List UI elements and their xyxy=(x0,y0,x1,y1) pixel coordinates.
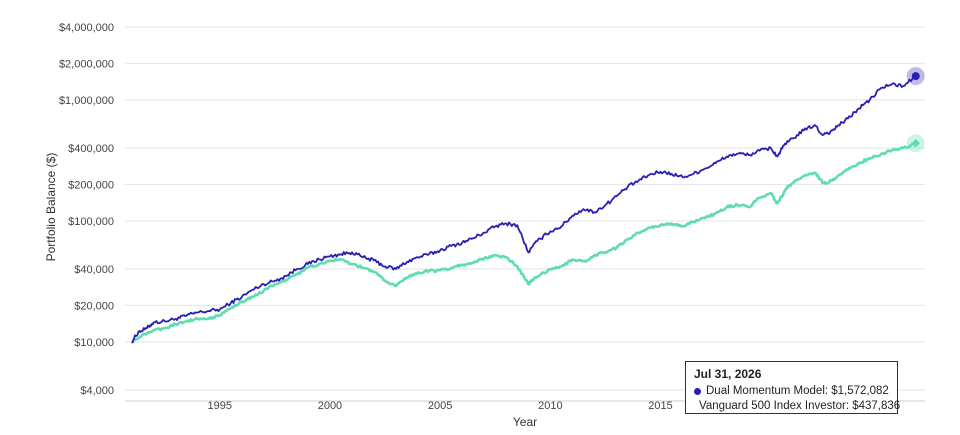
x-axis-label: Year xyxy=(513,415,537,429)
tooltip-row-dual-momentum: Dual Momentum Model: $1,572,082 xyxy=(694,384,889,399)
y-axis-label: Portfolio Balance ($) xyxy=(44,153,58,262)
y-tick-label: $4,000 xyxy=(80,385,114,397)
end-markers[interactable] xyxy=(906,67,925,153)
dual-momentum-dot-icon xyxy=(694,388,701,395)
y-tick-label: $20,000 xyxy=(74,300,114,312)
x-axis-ticks: 1995 2000 2005 2010 2015 xyxy=(208,400,673,412)
x-tick-label: 2005 xyxy=(428,400,452,412)
y-tick-label: $400,000 xyxy=(68,143,114,155)
grid-lines xyxy=(125,26,925,402)
dual-momentum-line[interactable] xyxy=(131,75,916,344)
tooltip-row-label: Vanguard 500 Index Investor: $437,836 xyxy=(699,400,901,412)
y-tick-label: $100,000 xyxy=(68,216,114,228)
dual-momentum-end-point[interactable] xyxy=(911,72,920,81)
x-tick-label: 2015 xyxy=(648,400,672,412)
y-tick-label: $1,000,000 xyxy=(59,95,114,107)
vanguard-500-line[interactable] xyxy=(131,142,917,344)
x-tick-label: 2010 xyxy=(538,400,562,412)
y-axis-ticks: $4,000 $10,000 $20,000 $40,000 $100,000 $200,… xyxy=(59,22,114,397)
y-tick-label: $200,000 xyxy=(68,179,114,191)
y-tick-label: $4,000,000 xyxy=(59,22,114,34)
tooltip-date: Jul 31, 2026 xyxy=(694,367,762,381)
y-tick-label: $2,000,000 xyxy=(59,58,114,70)
hover-tooltip: Jul 31, 2026 Dual Momentum Model: $1,572… xyxy=(685,361,900,414)
series-lines[interactable] xyxy=(131,75,917,344)
x-tick-label: 2000 xyxy=(318,400,342,412)
tooltip-row-label: Dual Momentum Model: $1,572,082 xyxy=(706,385,889,397)
tooltip-row-vanguard-500: Vanguard 500 Index Investor: $437,836 xyxy=(694,399,900,414)
y-tick-label: $40,000 xyxy=(74,264,114,276)
x-tick-label: 1995 xyxy=(208,400,232,412)
y-tick-label: $10,000 xyxy=(74,337,114,349)
